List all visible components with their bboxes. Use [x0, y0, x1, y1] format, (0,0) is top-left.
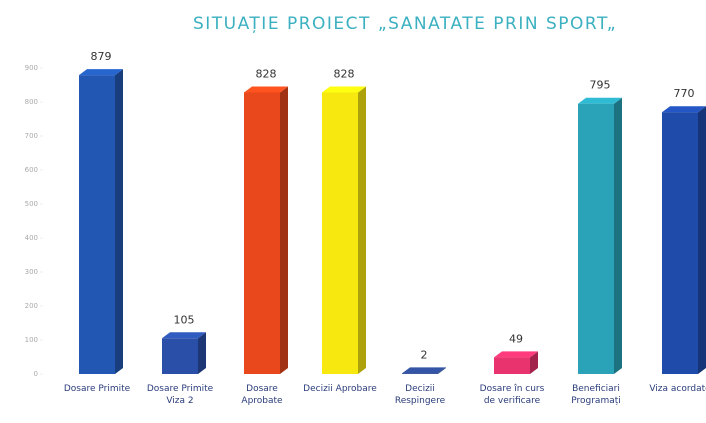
y-tick-label: 100 — [25, 336, 38, 344]
bar-top — [578, 97, 622, 104]
bar-top — [244, 86, 288, 93]
x-tick-label: Dosare Primite — [63, 384, 131, 394]
data-label: 828 — [256, 67, 277, 80]
x-tick-label: Dosare în curs de verificare — [479, 384, 545, 406]
y-tick-label: 300 — [25, 268, 38, 276]
y-tick-label: 600 — [25, 166, 38, 174]
bar-top — [79, 69, 123, 76]
x-tick-label: Decizii Aprobare — [303, 384, 377, 394]
bar — [402, 373, 438, 374]
bar — [322, 92, 358, 374]
bar-side — [438, 367, 446, 374]
x-tick-label: Decizii Respingere — [394, 384, 446, 406]
data-label: 49 — [509, 332, 523, 345]
bar — [79, 75, 115, 374]
chart-title: SITUAȚIE PROIECT „SANATATE PRIN SPORT„ — [193, 14, 617, 34]
y-tick-label: 200 — [25, 302, 38, 310]
bar — [162, 338, 198, 374]
bar-side — [698, 106, 706, 374]
bar — [662, 112, 698, 374]
data-label: 2 — [421, 348, 428, 361]
bar-side — [358, 86, 366, 374]
bar-side — [614, 97, 622, 374]
x-tick-label: Beneficiari Programați — [571, 384, 621, 406]
bar-side — [115, 69, 123, 374]
x-tick-label: Dosare Primite Viza 2 — [146, 384, 214, 406]
y-tick-label: 0 — [34, 370, 38, 378]
bar-top — [162, 332, 206, 339]
data-label: 770 — [674, 87, 695, 100]
data-label: 828 — [334, 67, 355, 80]
bar-top — [402, 367, 446, 374]
x-tick-label: Dosare Aprobate — [241, 384, 283, 406]
x-tick-label: Viza acordate — [649, 384, 706, 394]
bar — [494, 357, 530, 374]
bar-top — [662, 106, 706, 113]
y-tick-label: 700 — [25, 132, 38, 140]
bar-top — [322, 86, 366, 93]
y-tick-label: 900 — [25, 64, 38, 72]
y-tick-label: 400 — [25, 234, 38, 242]
data-label: 795 — [590, 79, 611, 92]
y-tick-label: 500 — [25, 200, 38, 208]
data-label: 105 — [174, 313, 195, 326]
data-label: 879 — [91, 50, 112, 63]
y-tick-label: 800 — [25, 98, 38, 106]
bar-side — [280, 86, 288, 374]
bar-side — [198, 332, 206, 374]
bar-top — [494, 351, 538, 358]
bar — [244, 92, 280, 374]
bar-side — [530, 351, 538, 374]
bar — [578, 103, 614, 374]
